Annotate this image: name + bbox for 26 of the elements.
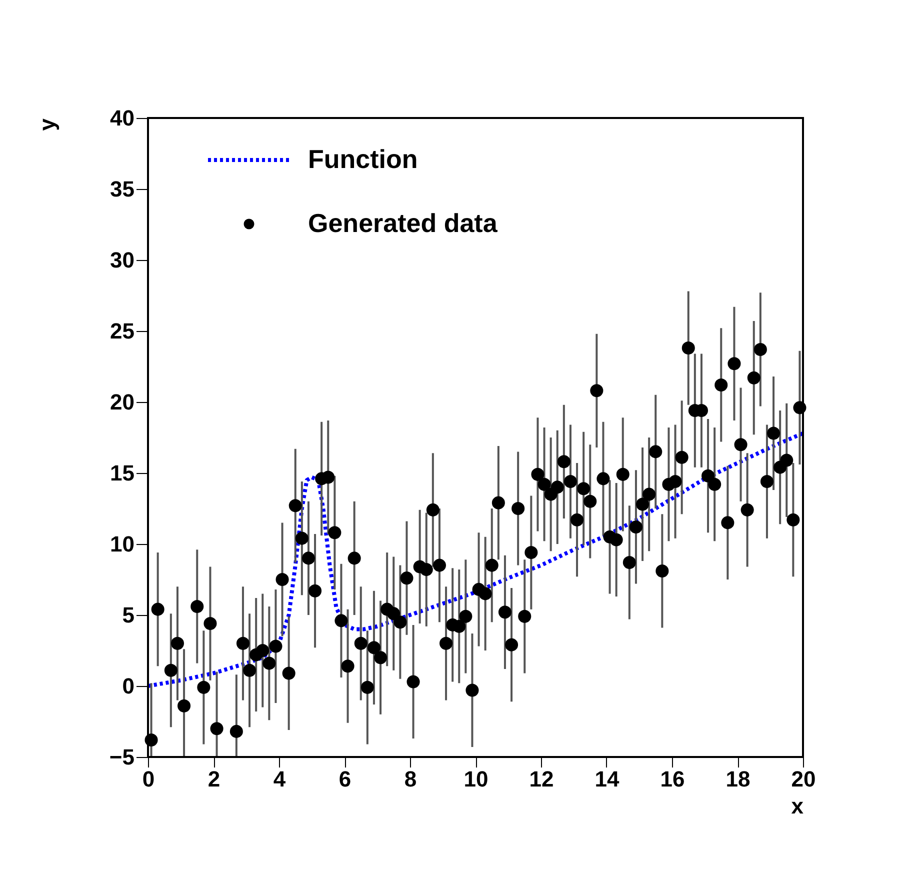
x-tick-label: 12 xyxy=(529,766,554,792)
y-tick-label: 5 xyxy=(122,602,134,628)
x-tick-label: 4 xyxy=(273,766,286,792)
y-tick-label: 30 xyxy=(110,248,134,272)
x-axis-title: x xyxy=(791,794,804,818)
legend-label: Generated data xyxy=(308,208,498,238)
y-tick-label: 0 xyxy=(122,674,134,698)
x-tick-label: 20 xyxy=(791,766,816,792)
y-axis-title: y xyxy=(34,118,60,131)
x-tick-label: 0 xyxy=(142,766,155,792)
x-tick-label: 18 xyxy=(726,766,750,792)
y-tick-label: 15 xyxy=(110,460,134,486)
y-tick-label: 20 xyxy=(110,390,134,414)
x-tick-label: 16 xyxy=(660,766,685,792)
x-tick-label: 10 xyxy=(464,766,488,792)
y-tick-label: 40 xyxy=(110,106,134,130)
x-tick-label: 8 xyxy=(404,766,417,792)
y-tick-label: 25 xyxy=(110,318,134,344)
y-tick-label: −5 xyxy=(109,744,134,770)
x-tick-label: 6 xyxy=(338,766,352,792)
line-series xyxy=(148,431,803,688)
legend-label: Function xyxy=(308,144,418,174)
y-tick-label: 35 xyxy=(110,176,134,202)
y-tick-label: 10 xyxy=(110,532,134,556)
x-tick-label: 14 xyxy=(594,766,620,792)
x-tick-label: 2 xyxy=(208,766,220,792)
